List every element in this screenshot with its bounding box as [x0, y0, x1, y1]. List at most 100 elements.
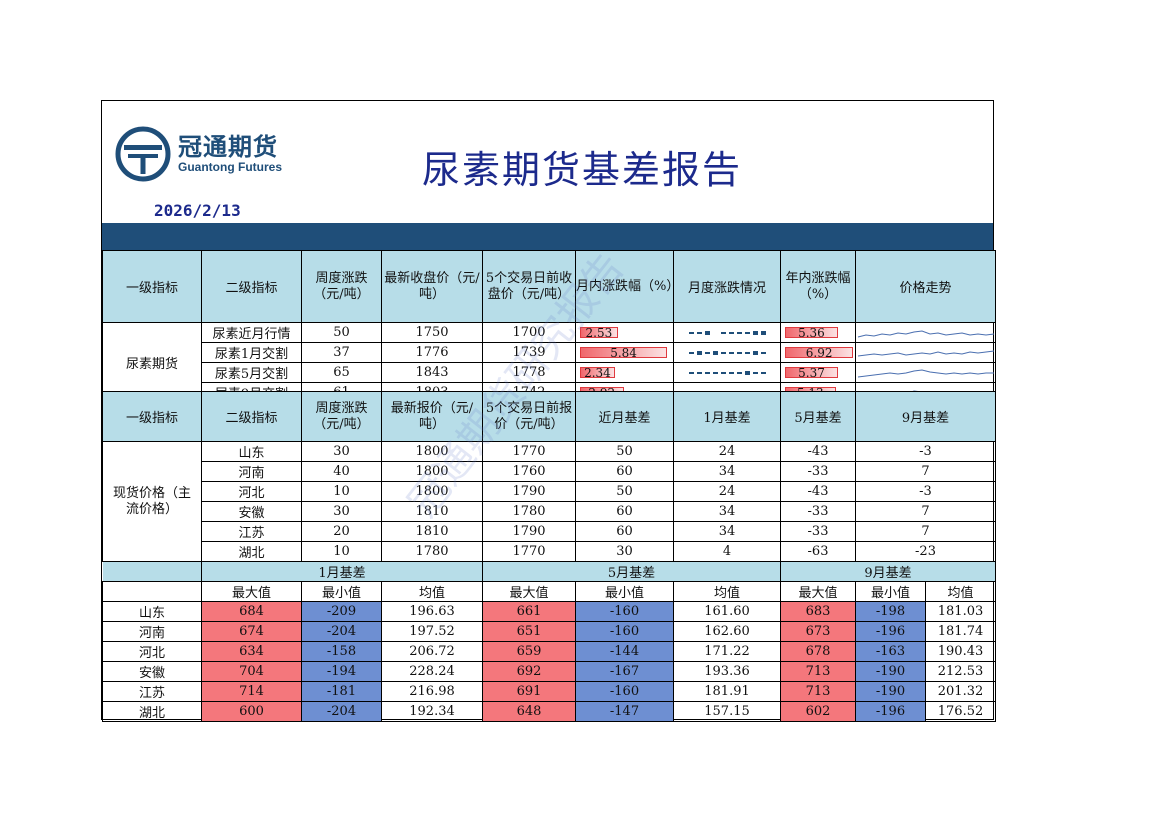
table-row: 尿素5月交割 65 1843 1778 2.34 5.37 [103, 362, 996, 383]
stat-cell: 161.60 [673, 601, 781, 622]
stat-cell: 713 [780, 681, 856, 702]
table-row: 尿素1月交割 37 1776 1739 5.84 6.92 [103, 342, 996, 363]
month-pct-cell: 2.34 [575, 362, 674, 383]
futures-table: 一级指标 二级指标 周度涨跌（元/吨） 最新收盘价（元/吨） 5个交易日前收盘价… [102, 250, 996, 403]
cell: 34 [673, 461, 781, 482]
cell: 60 [575, 501, 674, 522]
price-trend-cell [855, 362, 996, 383]
cell: 1760 [482, 461, 576, 482]
stat-cell: -181 [301, 681, 382, 702]
table-row: 山东 684 -209 196.63 661 -160 161.60 683 -198 181.0… [102, 601, 996, 622]
stat-cell: 692 [482, 661, 576, 682]
row-name: 河北 [201, 481, 302, 502]
monthly-sparkline [673, 362, 781, 383]
stats-subheader-row: 最大值 最小值 均值 最大值 最小值 均值 最大值 最小值 均值 [102, 581, 996, 602]
year-pct-cell: 6.92 [780, 342, 856, 363]
month-pct-bar: 2.34 [580, 367, 615, 379]
sub-header: 最大值 [201, 581, 302, 602]
spot-header-row: 一级指标 二级指标 周度涨跌（元/吨） 最新报价（元/吨） 5个交易日前报价（元… [102, 391, 996, 442]
cell: 37 [301, 342, 382, 363]
stat-cell: 228.24 [381, 661, 483, 682]
stat-cell: 157.15 [673, 701, 781, 722]
cell: 30 [301, 441, 382, 462]
group-header: 9月基差 [780, 561, 996, 582]
tick-sparkline [675, 370, 780, 375]
stat-cell: -204 [301, 621, 382, 642]
cell: 1800 [381, 441, 483, 462]
stat-cell: 684 [201, 601, 302, 622]
header-cell: 月内涨跌幅（%） [575, 250, 674, 323]
sub-header: 最小值 [301, 581, 382, 602]
cell: 24 [673, 441, 781, 462]
month-pct-bar: 2.53 [580, 327, 618, 339]
month-pct-cell: 5.84 [575, 342, 674, 363]
stat-cell: 192.34 [381, 701, 483, 722]
row-name: 河南 [102, 621, 202, 642]
table-row: 河北 10 1800 1790 50 24 -43 -3 [103, 481, 996, 502]
stat-cell: 216.98 [381, 681, 483, 702]
stat-cell: 196.63 [381, 601, 483, 622]
cell: 20 [301, 521, 382, 542]
table-row: 河北 634 -158 206.72 659 -144 171.22 678 -163 190.4… [102, 641, 996, 662]
table-row: 河南 674 -204 197.52 651 -160 162.60 673 -196 181.7… [102, 621, 996, 642]
header-cell: 周度涨跌（元/吨） [301, 391, 382, 442]
cell: -33 [780, 521, 856, 542]
stat-cell: 206.72 [381, 641, 483, 662]
stat-cell: 181.03 [925, 601, 996, 622]
cell: -33 [780, 501, 856, 522]
month-pct-cell: 2.53 [575, 322, 674, 343]
guantong-logo-icon [115, 126, 171, 182]
stat-cell: 602 [780, 701, 856, 722]
stat-cell: 600 [201, 701, 302, 722]
stat-cell: -147 [575, 701, 674, 722]
stat-cell: -190 [855, 681, 926, 702]
stat-cell: 673 [780, 621, 856, 642]
cell: 50 [575, 481, 674, 502]
group-label: 现货价格（主流价格） [102, 441, 202, 562]
cell: 1780 [381, 541, 483, 562]
cell: 60 [575, 461, 674, 482]
row-name: 湖北 [201, 541, 302, 562]
cell: -43 [780, 481, 856, 502]
stat-cell: 162.60 [673, 621, 781, 642]
monthly-sparkline [673, 342, 781, 363]
cell: -43 [780, 441, 856, 462]
cell: 1800 [381, 481, 483, 502]
stat-cell: 661 [482, 601, 576, 622]
stat-cell: 683 [780, 601, 856, 622]
header-cell: 一级指标 [102, 250, 202, 323]
report-header: 冠通期货 Guantong Futures 尿素期货基差报告 2026/2/13 [102, 101, 993, 223]
header-cell: 年内涨跌幅（%） [780, 250, 856, 323]
cell: 34 [673, 521, 781, 542]
cell: 50 [301, 322, 382, 343]
stat-cell: -204 [301, 701, 382, 722]
header-cell: 最新报价（元/吨） [381, 391, 483, 442]
row-name: 尿素近月行情 [201, 322, 302, 343]
table-row: 河南 40 1800 1760 60 34 -33 7 [103, 461, 996, 482]
cell: 30 [301, 501, 382, 522]
row-name: 河北 [102, 641, 202, 662]
cell: 60 [575, 521, 674, 542]
stat-cell: 212.53 [925, 661, 996, 682]
stat-cell: -160 [575, 621, 674, 642]
stat-cell: 691 [482, 681, 576, 702]
stat-cell: 201.32 [925, 681, 996, 702]
stat-cell: -144 [575, 641, 674, 662]
cell: 1790 [482, 481, 576, 502]
cell: 7 [855, 521, 996, 542]
cell: 10 [301, 541, 382, 562]
year-pct-bar: 5.36 [785, 327, 838, 339]
stat-cell: -160 [575, 601, 674, 622]
stat-cell: 181.74 [925, 621, 996, 642]
price-trend-cell [855, 322, 996, 343]
cell: 1843 [381, 362, 483, 383]
sub-header: 均值 [381, 581, 483, 602]
report-sheet: 冠通期货 Guantong Futures 尿素期货基差报告 2026/2/13… [101, 100, 996, 722]
cell: 1739 [482, 342, 576, 363]
table-row: 湖北 600 -204 192.34 648 -147 157.15 602 -196 176.5… [102, 701, 996, 722]
stat-cell: -190 [855, 661, 926, 682]
stat-cell: -167 [575, 661, 674, 682]
company-logo: 冠通期货 Guantong Futures [114, 121, 300, 187]
sub-header: 最大值 [482, 581, 576, 602]
cell: 7 [855, 501, 996, 522]
